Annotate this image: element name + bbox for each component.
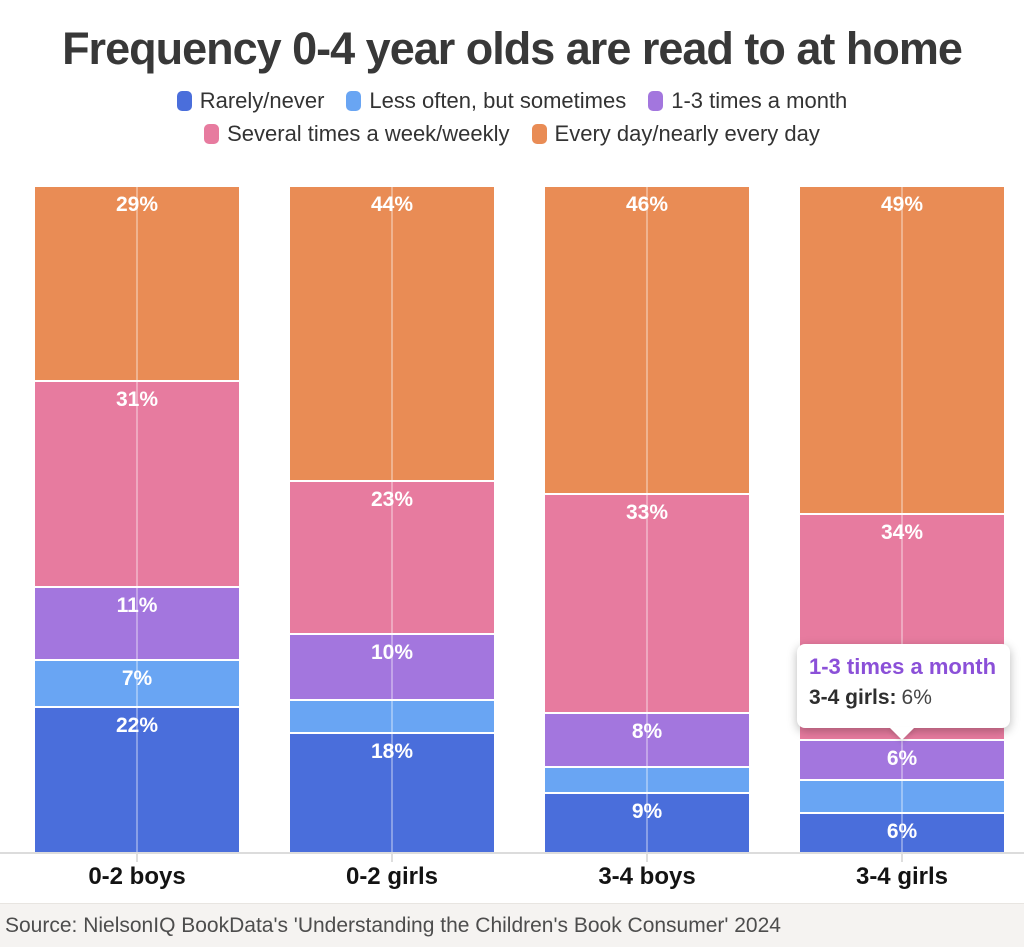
tooltip-caret-icon (889, 727, 915, 740)
segment-value-label: 22% (115, 713, 159, 737)
category-label: 0-2 girls (345, 863, 439, 890)
legend-swatch-icon (204, 124, 220, 144)
segment-value-label: 8% (631, 720, 663, 744)
category-label: 0-2 boys (88, 863, 186, 890)
source-bar: Source: NielsonIQ BookData's 'Understand… (0, 903, 1024, 947)
legend-item-label: Every day/nearly every day (554, 121, 820, 146)
legend: Rarely/never Less often, but sometimes 1-3… (0, 88, 1024, 147)
legend-item[interactable]: Every day/nearly every day (531, 121, 820, 147)
tooltip-category: 3-4 girls: (809, 686, 897, 709)
tooltip-series-label: 1-3 times a month (809, 654, 997, 679)
axis-tick (136, 853, 138, 862)
legend-item[interactable]: 1-3 times a month (648, 88, 847, 114)
segment-value-label: 18% (370, 740, 414, 764)
segment-value-label: 34% (880, 520, 924, 544)
bar-segment[interactable]: 33% (545, 492, 749, 713)
segment-value-label: 33% (625, 500, 669, 524)
legend-item[interactable]: Rarely/never (176, 88, 325, 114)
plot-area: 29% 31% 11% 7% 22% 0-2 boys 44% 23% 10% 18% 0-2 gi… (0, 187, 1024, 947)
bar-segment[interactable]: 9% (545, 792, 749, 852)
bar-segment[interactable]: 7% (35, 659, 239, 706)
bar-segment[interactable]: 49% (800, 187, 1004, 513)
legend-swatch-icon (648, 91, 664, 111)
legend-item-label: 1-3 times a month (671, 88, 848, 113)
bar-segment[interactable]: 22% (35, 705, 239, 852)
bar-segment[interactable]: 10% (290, 632, 494, 700)
segment-value-label: 44% (370, 193, 414, 217)
bar-column: 46% 33% 8% 9% (545, 187, 749, 852)
legend-item-label: Rarely/never (199, 88, 325, 113)
legend-item[interactable]: Less often, but sometimes (346, 88, 626, 114)
segment-value-label: 10% (370, 640, 414, 664)
legend-swatch-icon (176, 91, 192, 111)
tooltip-value-line: 3-4 girls: 6% (809, 684, 1010, 711)
category-label: 3-4 girls (855, 863, 949, 890)
segment-value-label: 23% (370, 487, 414, 511)
bar-segment[interactable] (290, 699, 494, 733)
segment-value-label: 6% (886, 820, 918, 844)
legend-item[interactable]: Several times a week/weekly (204, 121, 510, 147)
source-text: Source: NielsonIQ BookData's 'Understand… (5, 913, 781, 937)
bar-segment[interactable]: 44% (290, 187, 494, 480)
legend-row: Rarely/never Less often, but sometimes 1-3… (176, 88, 847, 114)
tooltip-value: 6% (901, 686, 932, 709)
segment-value-label: 7% (121, 667, 153, 691)
segment-value-label: 46% (625, 193, 669, 217)
segment-value-label: 6% (886, 746, 918, 770)
chart-title: Frequency 0-4 year olds are read to at h… (62, 23, 963, 74)
category-label: 3-4 boys (598, 863, 696, 890)
bar-column: 44% 23% 10% 18% (290, 187, 494, 852)
bar-segment[interactable] (800, 778, 1004, 813)
axis-tick (646, 853, 648, 862)
bar-segment[interactable]: 8% (545, 712, 749, 766)
segment-value-label: 11% (116, 594, 158, 618)
segment-value-label: 49% (880, 193, 924, 217)
bar-segment[interactable]: 31% (35, 379, 239, 587)
legend-item-label: Several times a week/weekly (227, 121, 510, 146)
legend-swatch-icon (346, 91, 362, 111)
bar-segment[interactable]: 6% (800, 812, 1004, 852)
segment-value-label: 29% (115, 193, 159, 217)
tooltip: 1-3 times a month 3-4 girls: 6% (797, 644, 1010, 740)
bar-column: 29% 31% 11% 7% 22% (35, 187, 239, 852)
bar-segment[interactable] (545, 765, 749, 793)
bar-segment[interactable]: 11% (35, 586, 239, 660)
legend-swatch-icon (531, 124, 547, 144)
x-axis-line (0, 852, 1024, 854)
bar-column: 49% 34% 6% 6% (800, 187, 1004, 852)
legend-item-label: Less often, but sometimes (369, 88, 627, 113)
segment-value-label: 31% (115, 387, 159, 411)
legend-row: Several times a week/weekly Every day/nea… (204, 121, 820, 147)
segment-value-label: 9% (631, 800, 663, 824)
axis-tick (901, 853, 903, 862)
bar-segment[interactable]: 6% (800, 738, 1004, 779)
bar-segment[interactable]: 23% (290, 479, 494, 633)
bar-segment[interactable]: 18% (290, 732, 494, 852)
bar-segment[interactable]: 46% (545, 187, 749, 493)
axis-tick (391, 853, 393, 862)
bar-segment[interactable]: 29% (35, 187, 239, 380)
